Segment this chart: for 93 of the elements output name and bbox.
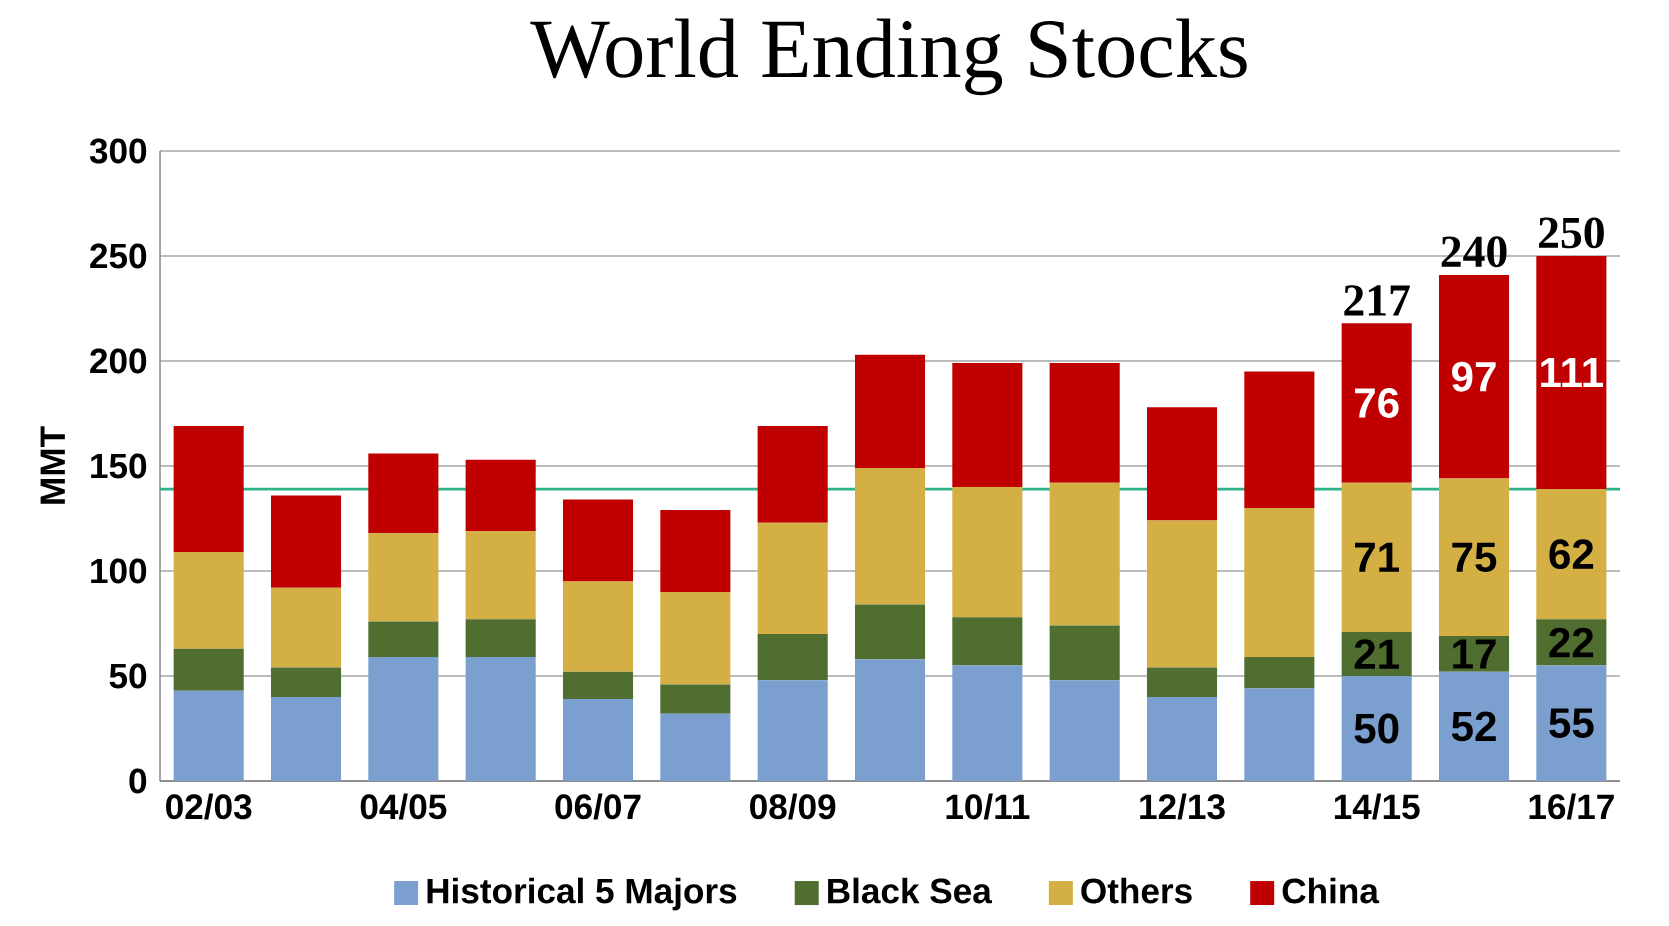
data-label: 21 — [1354, 639, 1399, 669]
bar — [952, 665, 1023, 781]
bar — [854, 468, 926, 605]
bar — [952, 363, 1023, 488]
bar — [1146, 667, 1218, 698]
bar — [757, 426, 828, 523]
y-tick-label: 250 — [90, 243, 147, 269]
bar — [854, 354, 926, 469]
legend-label: Black Sea — [828, 877, 993, 904]
data-label: 71 — [1355, 542, 1399, 572]
y-axis-title: MMT — [40, 426, 65, 504]
bar — [757, 680, 828, 781]
bar — [1244, 371, 1315, 508]
y-tick-label: 0 — [129, 768, 147, 794]
bar — [952, 487, 1023, 618]
bar — [1536, 489, 1607, 620]
total-label: 250 — [1539, 217, 1604, 249]
y-tick-label: 150 — [91, 453, 147, 479]
y-tick-label: 200 — [90, 348, 147, 374]
bar — [465, 619, 536, 658]
bar — [854, 659, 926, 781]
bar — [173, 426, 244, 553]
x-tick-label: 12/13 — [1140, 793, 1225, 820]
bar — [1049, 625, 1120, 681]
bar — [1341, 323, 1412, 483]
bar — [173, 648, 244, 691]
bar — [562, 581, 634, 672]
bar — [1244, 688, 1315, 781]
bar — [1341, 676, 1412, 781]
legend-label: Historical 5 Majors — [427, 877, 737, 911]
bar — [1146, 407, 1218, 521]
data-label: 76 — [1355, 388, 1399, 418]
bar — [1536, 256, 1607, 490]
bar — [660, 510, 731, 592]
bar — [952, 617, 1023, 666]
bar — [1536, 665, 1607, 781]
bar — [562, 699, 634, 781]
bar — [562, 499, 634, 582]
x-tick-label: 02/03 — [166, 793, 252, 820]
bar — [270, 495, 342, 588]
data-label: 55 — [1549, 708, 1594, 738]
data-label: 97 — [1452, 361, 1496, 392]
bar — [1438, 671, 1510, 781]
x-tick-label: 14/15 — [1334, 793, 1420, 820]
bar — [660, 592, 731, 685]
bar — [1049, 363, 1120, 483]
bar — [562, 671, 634, 700]
y-tick-label: 50 — [109, 663, 147, 689]
bar — [1438, 274, 1510, 479]
bar — [1049, 680, 1120, 781]
bar — [1438, 478, 1510, 637]
bar — [757, 522, 828, 634]
bar — [1341, 482, 1412, 632]
data-label: 111 — [1541, 358, 1604, 388]
bar — [854, 604, 926, 660]
x-tick-label: 10/11 — [946, 793, 1030, 820]
bar — [270, 667, 342, 698]
bar — [1049, 482, 1120, 626]
y-tick-label: 300 — [89, 138, 147, 164]
bar — [465, 657, 536, 781]
bar — [368, 533, 439, 622]
x-tick-label: 16/17 — [1529, 793, 1614, 820]
bar — [660, 713, 731, 781]
y-tick-label: 100 — [91, 558, 147, 584]
bar — [173, 552, 244, 649]
x-tick-label: 06/07 — [555, 793, 641, 820]
x-tick-label: 04/05 — [360, 793, 447, 820]
bar — [1244, 657, 1315, 689]
data-label: 50 — [1354, 713, 1399, 744]
data-label: 62 — [1549, 539, 1594, 570]
bar — [1146, 697, 1218, 781]
total-label: 240 — [1441, 236, 1507, 268]
bar — [368, 453, 439, 534]
bar — [270, 587, 342, 668]
data-label: 52 — [1451, 711, 1496, 742]
legend-label: China — [1282, 877, 1380, 904]
x-tick-label: 08/09 — [750, 793, 836, 820]
chart-title: World Ending Stocks — [530, 18, 1247, 96]
data-label: 17 — [1453, 639, 1496, 669]
bar — [173, 690, 244, 781]
bar — [757, 634, 828, 681]
legend-label: Others — [1081, 877, 1192, 904]
bar — [368, 621, 439, 658]
bar — [368, 657, 439, 781]
data-label: 22 — [1549, 627, 1594, 658]
bar — [270, 697, 342, 781]
bar — [1146, 520, 1218, 668]
bar — [465, 531, 536, 620]
total-label: 217 — [1344, 285, 1410, 316]
bar — [465, 459, 536, 532]
bar — [660, 684, 731, 714]
data-label: 75 — [1452, 542, 1497, 573]
bar — [1244, 508, 1315, 658]
